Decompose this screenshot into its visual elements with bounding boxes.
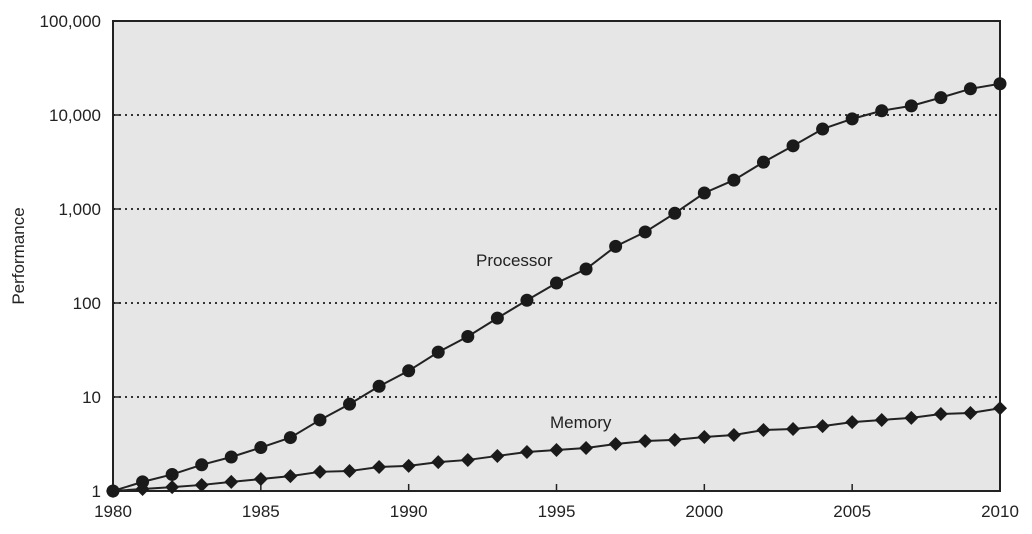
- data-point-processor: [934, 91, 948, 105]
- data-point-memory: [165, 480, 180, 495]
- data-point-memory: [372, 460, 387, 475]
- data-point-processor: [165, 467, 179, 481]
- y-tick-label: 100,000: [40, 12, 101, 31]
- data-point-memory: [401, 458, 416, 473]
- data-point-processor: [402, 364, 416, 378]
- data-point-processor: [697, 186, 711, 200]
- x-tick-label: 1995: [538, 502, 576, 521]
- data-point-memory: [845, 415, 860, 430]
- data-point-processor: [195, 458, 209, 472]
- data-point-processor: [313, 413, 327, 427]
- data-point-memory: [963, 406, 978, 421]
- plot-area: [113, 21, 1000, 491]
- x-tick-label: 2000: [685, 502, 723, 521]
- data-point-memory: [135, 482, 150, 497]
- data-point-memory: [993, 401, 1007, 416]
- data-point-processor: [875, 104, 889, 118]
- data-point-processor: [343, 397, 357, 411]
- data-point-memory: [638, 434, 653, 449]
- data-point-memory: [815, 419, 830, 434]
- data-point-processor: [609, 239, 623, 253]
- data-point-processor: [372, 379, 386, 393]
- x-tick-label: 2010: [981, 502, 1019, 521]
- data-point-memory: [312, 464, 327, 479]
- data-point-processor: [668, 206, 682, 220]
- data-point-memory: [579, 440, 594, 455]
- x-tick-label: 1980: [94, 502, 132, 521]
- data-point-processor: [461, 330, 475, 344]
- y-tick-label: 1: [92, 482, 101, 501]
- data-point-memory: [667, 432, 682, 447]
- data-point-processor: [136, 475, 150, 489]
- data-point-memory: [608, 437, 623, 452]
- data-point-memory: [904, 410, 919, 425]
- y-tick-label: 1,000: [58, 200, 101, 219]
- data-point-memory: [697, 430, 712, 445]
- data-point-processor: [756, 155, 770, 169]
- x-tick-label: 1990: [390, 502, 428, 521]
- data-point-memory: [431, 455, 446, 470]
- y-tick-label: 10: [82, 388, 101, 407]
- data-point-memory: [874, 412, 889, 427]
- data-point-processor: [638, 225, 652, 239]
- x-tick-label: 1985: [242, 502, 280, 521]
- data-point-processor: [727, 173, 741, 187]
- data-point-processor: [845, 112, 859, 126]
- data-point-memory: [519, 444, 534, 459]
- data-point-processor: [520, 293, 534, 307]
- y-tick-label: 10,000: [49, 106, 101, 125]
- data-point-memory: [786, 422, 801, 437]
- data-point-processor: [490, 311, 504, 325]
- x-tick-label: 2005: [833, 502, 871, 521]
- data-point-processor: [904, 99, 918, 113]
- data-point-memory: [194, 477, 209, 492]
- data-point-memory: [224, 474, 239, 489]
- y-axis-title: Performance: [9, 207, 28, 304]
- data-point-processor: [786, 139, 800, 153]
- data-point-memory: [106, 484, 120, 498]
- y-tick-label: 100: [73, 294, 101, 313]
- data-point-memory: [490, 448, 505, 463]
- data-point-memory: [549, 443, 564, 458]
- data-point-memory: [933, 406, 948, 421]
- series-label-processor: Processor: [476, 251, 553, 270]
- series-label-memory: Memory: [550, 413, 612, 432]
- data-point-memory: [342, 464, 357, 479]
- data-point-processor: [431, 345, 445, 359]
- data-point-processor: [816, 122, 830, 136]
- data-point-processor: [963, 82, 977, 96]
- data-point-memory: [283, 469, 298, 484]
- data-point-memory: [726, 428, 741, 443]
- data-point-processor: [283, 431, 297, 445]
- data-point-processor: [224, 450, 238, 464]
- data-point-memory: [756, 423, 771, 438]
- data-point-processor: [579, 262, 593, 276]
- data-point-memory: [253, 472, 268, 487]
- data-point-memory: [460, 452, 475, 467]
- data-point-processor: [254, 441, 268, 455]
- data-point-processor: [993, 77, 1007, 91]
- plot-frame: [112, 20, 1001, 492]
- data-point-processor: [550, 276, 563, 290]
